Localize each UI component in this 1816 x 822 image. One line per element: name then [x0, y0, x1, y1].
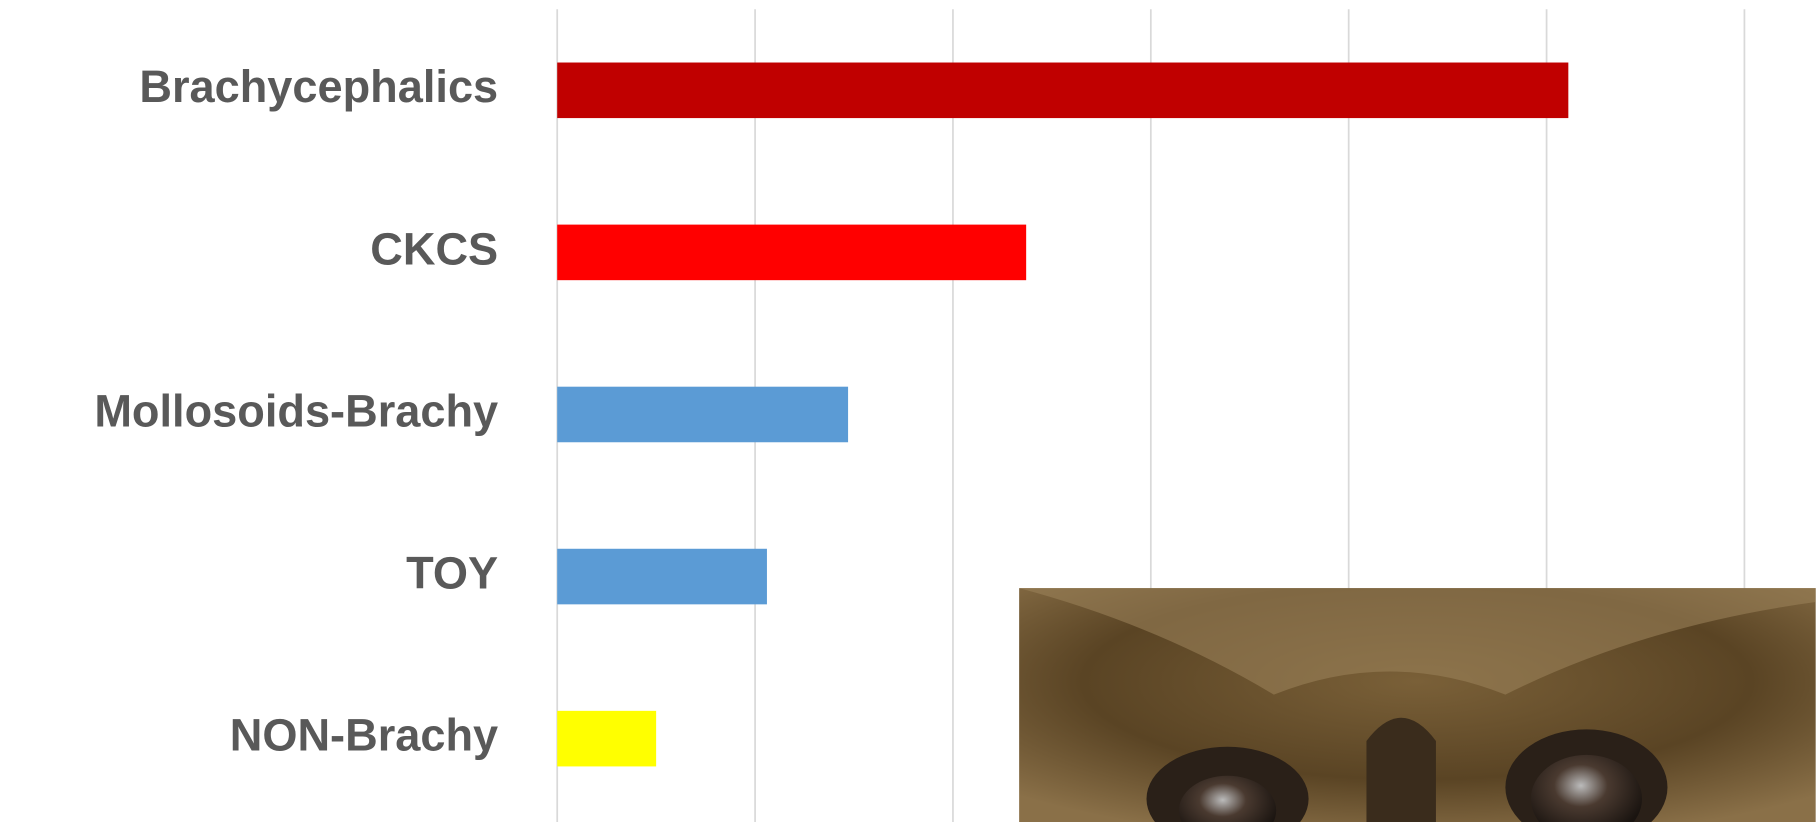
y-tick-label: Brachycephalics: [139, 61, 498, 112]
photo-fur: [1019, 588, 1816, 695]
y-tick-label: NON-Brachy: [230, 710, 498, 761]
photo-eye: [1530, 754, 1642, 822]
bars: [557, 62, 1569, 767]
bar: [557, 386, 849, 443]
bar: [557, 62, 1569, 119]
y-tick-label: CKCS: [370, 223, 498, 274]
bar: [557, 224, 1027, 281]
y-tick-label: Mollosoids-Brachy: [94, 385, 498, 436]
y-tick-label: TOY: [406, 547, 498, 598]
dog-photo: [1019, 588, 1816, 822]
bar: [557, 548, 767, 605]
bar: [557, 710, 657, 767]
photo-nose-bridge: [1366, 717, 1436, 822]
photo-eye: [1178, 775, 1277, 822]
grid: [556, 9, 1746, 822]
